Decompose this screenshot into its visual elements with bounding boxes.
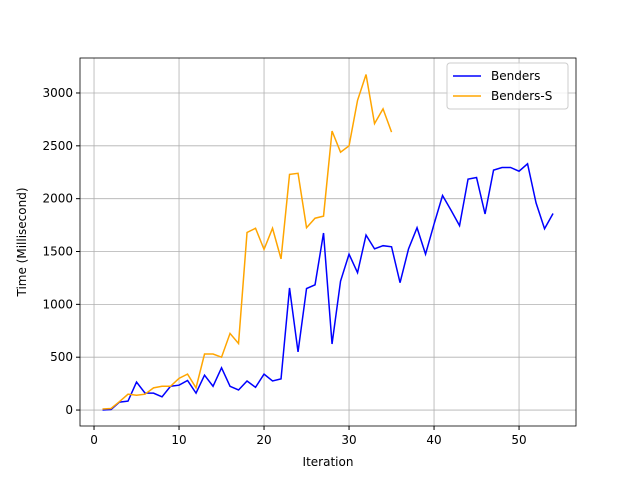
y-tick-label: 1500 <box>42 245 73 259</box>
y-tick-label: 500 <box>50 350 73 364</box>
x-tick-label: 20 <box>256 433 271 447</box>
x-tick-label: 10 <box>171 433 186 447</box>
x-tick-label: 40 <box>426 433 441 447</box>
x-axis-label: Iteration <box>303 455 354 469</box>
line <box>102 74 393 410</box>
legend-box <box>446 62 569 110</box>
x-tick-label: 30 <box>341 433 356 447</box>
y-tick-label: 0 <box>65 403 73 417</box>
line <box>102 162 554 411</box>
plot-frame <box>79 57 577 427</box>
y-tick-label: 2500 <box>42 139 73 153</box>
y-tick-label: 2000 <box>42 192 73 206</box>
y-axis-label: Time (Millisecond) <box>15 187 29 297</box>
x-tick-label: 50 <box>511 433 526 447</box>
legend: Benders Benders-S <box>446 62 569 110</box>
legend-label: Benders-S <box>491 89 552 103</box>
y-tick-label: 3000 <box>42 86 73 100</box>
y-tick-label: 1000 <box>42 297 73 311</box>
x-tick-label: 0 <box>90 433 98 447</box>
legend-label: Benders <box>491 69 540 83</box>
